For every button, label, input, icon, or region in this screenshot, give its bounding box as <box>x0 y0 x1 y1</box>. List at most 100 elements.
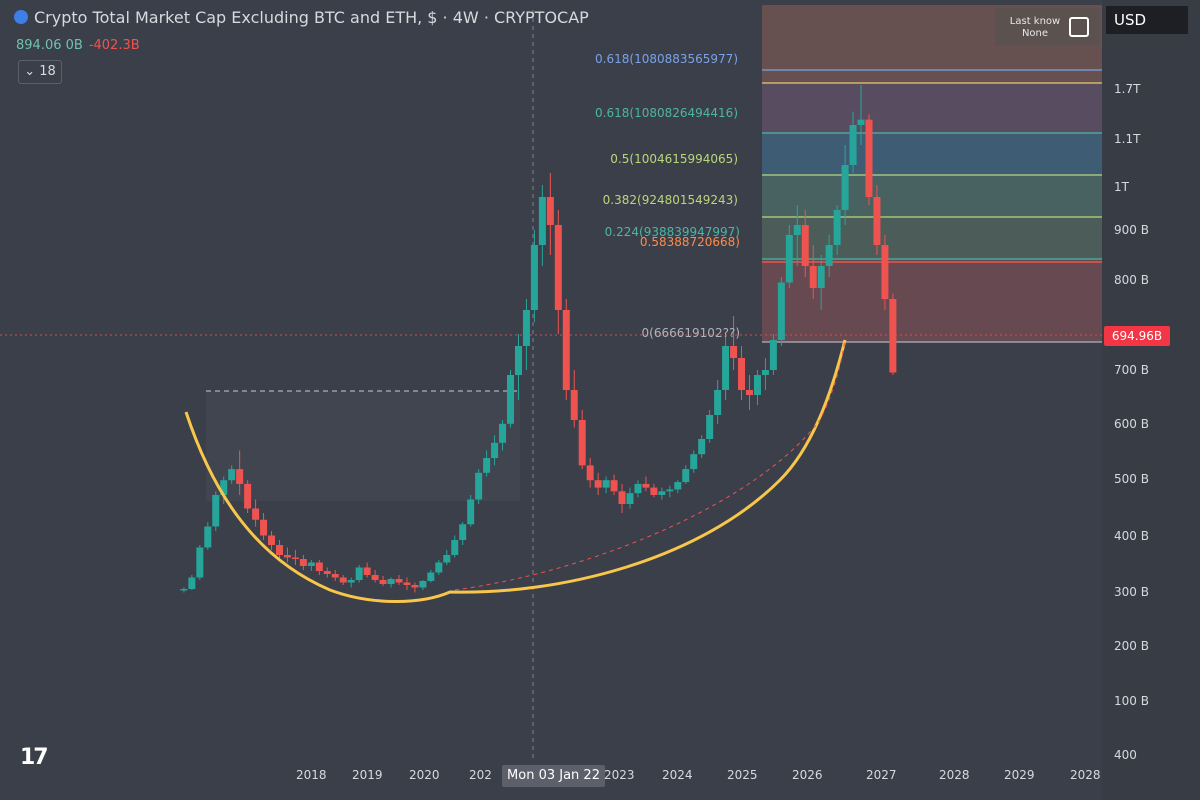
candle-body <box>395 579 403 583</box>
candle-body <box>753 375 761 395</box>
candle-body <box>722 346 730 390</box>
candle-body <box>323 571 331 574</box>
candle-body <box>379 580 387 584</box>
x-tick-label: 2028 <box>1070 768 1101 782</box>
candle-body <box>857 119 865 125</box>
candle-body <box>634 483 642 494</box>
x-tick-label: 2019 <box>352 768 383 782</box>
candle-body <box>220 480 228 495</box>
candle-body <box>538 197 546 245</box>
candle-body <box>785 235 793 283</box>
value-change: -402.3B <box>88 38 140 53</box>
candle-body <box>801 225 809 266</box>
candle-body <box>578 420 586 466</box>
ohlc-readout: 894.06 0B -402.3B <box>16 38 140 53</box>
fib-level-label: 0.5(1004615994065) <box>610 152 738 166</box>
candle-body <box>244 483 252 509</box>
candle-body <box>873 197 881 245</box>
candle-body <box>355 567 363 580</box>
range-box <box>206 391 520 501</box>
symbol-icon <box>14 10 28 24</box>
candle-body <box>403 582 411 585</box>
candle-body <box>363 567 371 575</box>
y-tick-label: 1.7T <box>1114 82 1141 96</box>
candle-body <box>730 346 738 358</box>
tradingview-logo[interactable]: 17 <box>20 745 49 770</box>
candle-body <box>212 495 220 527</box>
candle-body <box>204 526 212 548</box>
fib-level-label: 0.618(1080883565977) <box>595 52 738 66</box>
candle-body <box>522 310 530 346</box>
candle-body <box>387 579 395 584</box>
candle-body <box>443 555 451 563</box>
last-know-panel[interactable]: Last know None <box>995 8 1099 46</box>
candle-body <box>793 225 801 235</box>
price-axis-panel <box>1102 0 1200 800</box>
candle-body <box>514 346 522 375</box>
y-tick-label: 1T <box>1114 180 1129 194</box>
fib-level-label: 0.382(924801549243) <box>602 193 738 207</box>
candle-body <box>451 540 459 555</box>
candle-body <box>761 370 769 375</box>
x-tick-label: 2026 <box>792 768 823 782</box>
candle-body <box>196 547 204 578</box>
x-tick-label: 2020 <box>409 768 440 782</box>
y-tick-label: 500 B <box>1114 472 1149 486</box>
y-tick-label: 800 B <box>1114 273 1149 287</box>
y-tick-label: 100 B <box>1114 694 1149 708</box>
candle-body <box>809 266 817 288</box>
candle-body <box>825 245 833 266</box>
fib-level-label: 0.618(1080826494416) <box>595 106 738 120</box>
y-tick-label: 1.1T <box>1114 132 1141 146</box>
value-last: 894.06 0B <box>16 38 83 53</box>
candle-body <box>291 557 299 559</box>
candle-body <box>507 375 515 424</box>
candle-body <box>570 390 578 420</box>
candle-body <box>188 577 196 589</box>
candle-body <box>817 266 825 288</box>
candle-body <box>371 575 379 580</box>
candle-body <box>833 210 841 245</box>
y-tick-label: 200 B <box>1114 639 1149 653</box>
x-tick-label: 2027 <box>866 768 897 782</box>
fib-zone-teal <box>762 175 1102 217</box>
candle-body <box>698 439 706 455</box>
candle-body <box>411 585 419 588</box>
candle-body <box>467 499 475 525</box>
candle-body <box>180 589 188 591</box>
y-tick-label: 400 B <box>1114 529 1149 543</box>
candle-body <box>658 491 666 495</box>
candle-body <box>881 245 889 299</box>
x-tick-label: 2025 <box>727 768 758 782</box>
candle-body <box>769 340 777 370</box>
chart-title: Crypto Total Market Cap Excluding BTC an… <box>14 8 589 27</box>
last-know-label: Last know <box>1009 16 1061 27</box>
candle-body <box>331 574 339 578</box>
x-tick-label: 2028 <box>939 768 970 782</box>
currency-button[interactable]: USD <box>1106 6 1188 34</box>
candle-body <box>459 524 467 540</box>
candle-body <box>315 562 323 571</box>
candle-body <box>483 458 491 473</box>
candle-body <box>690 454 698 470</box>
candle-body <box>738 358 746 390</box>
x-tick-label: 2023 <box>604 768 635 782</box>
candle-body <box>777 282 785 340</box>
candle-body <box>339 577 347 583</box>
candle-body <box>299 559 307 566</box>
candle-body <box>260 519 268 536</box>
projection-curve <box>454 339 846 591</box>
x-tick-label: 2018 <box>296 768 327 782</box>
candle-body <box>427 572 435 581</box>
candle-body <box>268 535 276 545</box>
candle-body <box>586 465 594 481</box>
candle-body <box>530 245 538 310</box>
indicator-toggle-button[interactable]: ⌄ 18 <box>18 60 62 84</box>
candle-body <box>491 442 499 458</box>
candle-body <box>562 310 570 390</box>
candle-body <box>889 299 897 373</box>
fib-level-label: 0.58388720668) <box>639 235 740 249</box>
fib-zone-purple <box>762 83 1102 133</box>
